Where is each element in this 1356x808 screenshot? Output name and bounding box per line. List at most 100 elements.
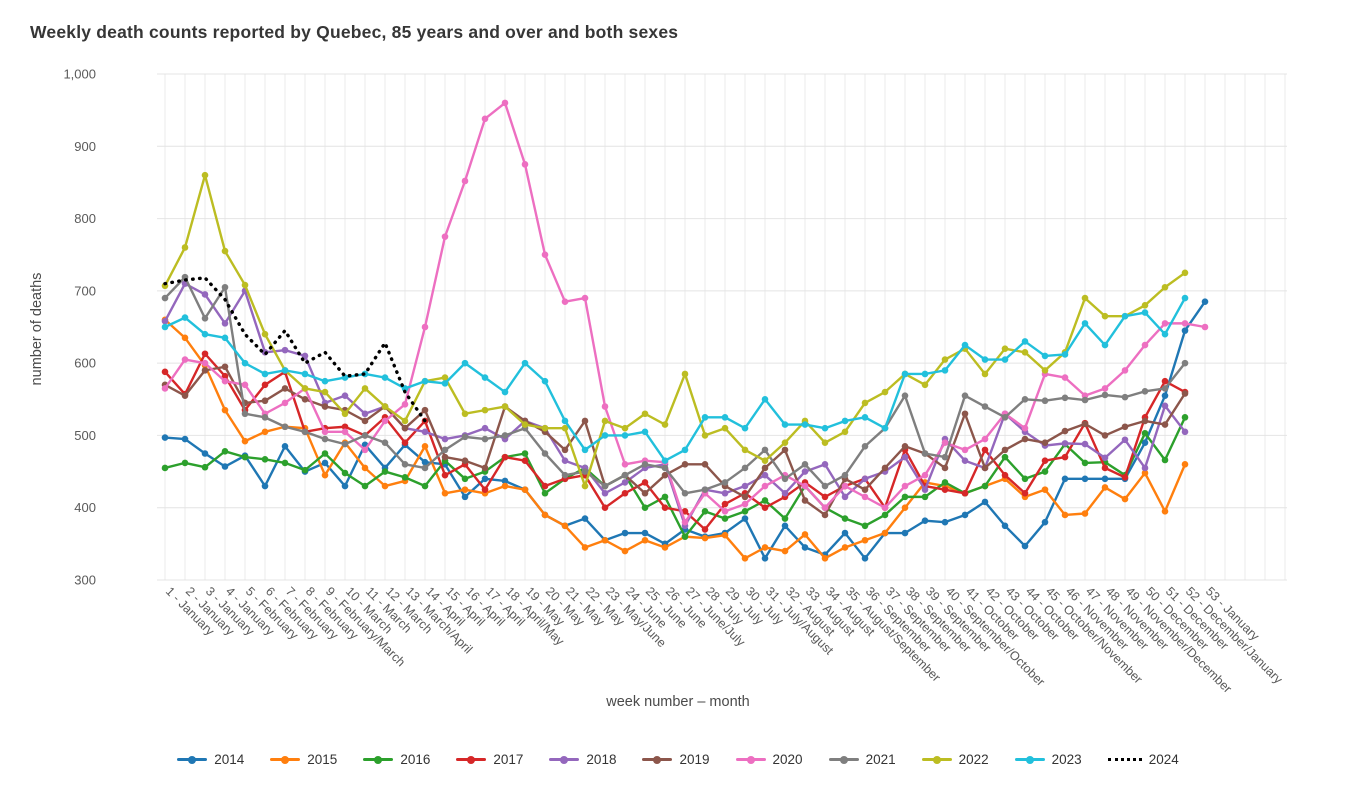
data-point-2022-w36[interactable]: [861, 399, 869, 407]
data-point-2023-w8[interactable]: [301, 370, 309, 378]
data-point-2022-w27[interactable]: [681, 370, 689, 378]
data-point-2016-w35[interactable]: [841, 515, 849, 522]
data-point-2018-w29[interactable]: [721, 489, 729, 497]
data-point-2015-w45[interactable]: [1041, 486, 1049, 493]
data-point-2019-w50[interactable]: [1141, 417, 1149, 425]
data-point-2023-w46[interactable]: [1061, 351, 1069, 358]
data-point-2021-w17[interactable]: [481, 435, 489, 443]
data-point-2015-w4[interactable]: [221, 406, 229, 414]
data-point-2019-w22[interactable]: [581, 417, 589, 425]
data-point-2015-w29[interactable]: [721, 531, 729, 539]
data-point-2020-w41[interactable]: [961, 446, 969, 454]
data-point-2019-w47[interactable]: [1081, 420, 1089, 428]
data-point-2018-w36[interactable]: [861, 475, 869, 483]
data-point-2022-w5[interactable]: [241, 281, 249, 289]
data-point-2016-w29[interactable]: [721, 515, 729, 522]
data-point-2016-w1[interactable]: [161, 464, 169, 472]
data-point-2021-w25[interactable]: [641, 461, 649, 468]
data-point-2015-w52[interactable]: [1181, 461, 1189, 468]
data-point-2021-w16[interactable]: [461, 433, 469, 441]
data-point-2015-w5[interactable]: [241, 437, 249, 445]
data-point-2015-w14[interactable]: [421, 442, 429, 450]
data-point-2021-w1[interactable]: [161, 294, 169, 302]
data-point-2021-w20[interactable]: [541, 450, 549, 457]
data-point-2021-w29[interactable]: [721, 479, 729, 486]
legend-item-2015[interactable]: 2015: [270, 752, 337, 767]
data-point-2020-w40[interactable]: [941, 439, 949, 446]
data-point-2020-w12[interactable]: [381, 417, 389, 425]
data-point-2023-w15[interactable]: [441, 380, 449, 387]
data-point-2022-w23[interactable]: [601, 417, 609, 425]
data-point-2020-w2[interactable]: [181, 356, 189, 363]
data-point-2017-w3[interactable]: [201, 350, 209, 358]
data-point-2021-w5[interactable]: [241, 410, 249, 418]
data-point-2014-w2[interactable]: [181, 435, 189, 443]
data-point-2018-w31[interactable]: [761, 471, 769, 479]
data-point-2016-w19[interactable]: [521, 450, 529, 457]
data-point-2019-w32[interactable]: [781, 446, 789, 454]
data-point-2015-w34[interactable]: [821, 555, 829, 562]
data-point-2018-w34[interactable]: [821, 461, 829, 468]
data-point-2017-w13[interactable]: [401, 439, 409, 446]
data-point-2015-w51[interactable]: [1161, 508, 1169, 515]
data-point-2020-w10[interactable]: [341, 428, 349, 436]
data-point-2022-w26[interactable]: [661, 421, 669, 428]
data-point-2015-w46[interactable]: [1061, 511, 1069, 519]
data-point-2019-w2[interactable]: [181, 392, 189, 399]
data-point-2014-w17[interactable]: [481, 475, 489, 483]
data-point-2021-w26[interactable]: [661, 464, 669, 472]
data-point-2021-w11[interactable]: [361, 432, 369, 439]
data-point-2018-w14[interactable]: [421, 428, 429, 436]
data-point-2023-w9[interactable]: [321, 377, 329, 385]
data-point-2023-w14[interactable]: [421, 377, 429, 385]
data-point-2019-w14[interactable]: [421, 406, 429, 414]
data-point-2014-w18[interactable]: [501, 477, 509, 485]
data-point-2019-w9[interactable]: [321, 403, 329, 410]
data-point-2015-w2[interactable]: [181, 334, 189, 342]
data-point-2017-w46[interactable]: [1061, 453, 1069, 461]
data-point-2015-w19[interactable]: [521, 486, 529, 493]
data-point-2022-w44[interactable]: [1021, 349, 1029, 356]
data-point-2021-w42[interactable]: [981, 403, 989, 410]
data-point-2020-w50[interactable]: [1141, 341, 1149, 349]
data-point-2020-w49[interactable]: [1121, 367, 1129, 374]
data-point-2014-w39[interactable]: [921, 517, 929, 525]
data-point-2019-w46[interactable]: [1061, 427, 1069, 435]
data-point-2015-w28[interactable]: [701, 534, 709, 542]
data-point-2015-w32[interactable]: [781, 547, 789, 555]
data-point-2023-w26[interactable]: [661, 457, 669, 465]
data-point-2016-w52[interactable]: [1181, 414, 1189, 421]
data-point-2021-w9[interactable]: [321, 435, 329, 443]
data-point-2014-w3[interactable]: [201, 450, 209, 457]
data-point-2018-w41[interactable]: [961, 457, 969, 465]
data-point-2020-w23[interactable]: [601, 403, 609, 410]
data-point-2014-w52[interactable]: [1181, 327, 1189, 334]
data-point-2022-w31[interactable]: [761, 457, 769, 465]
data-point-2021-w49[interactable]: [1121, 393, 1129, 401]
data-point-2017-w24[interactable]: [621, 489, 629, 497]
data-point-2023-w5[interactable]: [241, 359, 249, 367]
data-point-2016-w2[interactable]: [181, 459, 189, 467]
data-point-2018-w11[interactable]: [361, 410, 369, 418]
data-point-2023-w28[interactable]: [701, 414, 709, 421]
data-point-2015-w30[interactable]: [741, 555, 749, 562]
data-point-2016-w42[interactable]: [981, 482, 989, 490]
data-point-2018-w7[interactable]: [281, 346, 289, 354]
legend-item-2019[interactable]: 2019: [642, 752, 710, 767]
data-point-2016-w31[interactable]: [761, 497, 769, 504]
data-point-2014-w47[interactable]: [1081, 475, 1089, 483]
data-point-2021-w3[interactable]: [201, 315, 209, 322]
data-point-2019-w48[interactable]: [1101, 432, 1109, 439]
data-point-2021-w46[interactable]: [1061, 394, 1069, 402]
data-point-2014-w42[interactable]: [981, 498, 989, 506]
data-point-2019-w42[interactable]: [981, 464, 989, 472]
data-point-2018-w48[interactable]: [1101, 454, 1109, 462]
data-point-2021-w52[interactable]: [1181, 359, 1189, 367]
data-point-2016-w38[interactable]: [901, 493, 909, 501]
data-point-2021-w28[interactable]: [701, 486, 709, 493]
data-point-2023-w29[interactable]: [721, 414, 729, 421]
data-point-2023-w31[interactable]: [761, 395, 769, 403]
data-point-2023-w22[interactable]: [581, 446, 589, 454]
data-point-2022-w9[interactable]: [321, 388, 329, 396]
data-point-2015-w49[interactable]: [1121, 495, 1129, 503]
